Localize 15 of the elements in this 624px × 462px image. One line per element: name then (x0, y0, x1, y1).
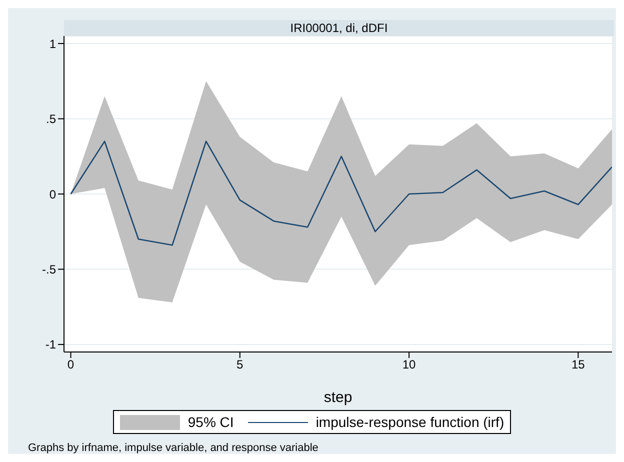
y-tick-label: .5 (46, 112, 56, 126)
x-tick-label: 5 (236, 358, 244, 372)
y-tick-label: -1 (45, 338, 56, 352)
text: Graphs by irfname, impulse variable, and response variable (28, 442, 320, 454)
x-tick-label: 10 (402, 358, 416, 372)
x-tick-label: 0 (67, 358, 74, 372)
y-tick-label: 0 (49, 187, 56, 202)
chart-title: IRI00001, di, dDFI (64, 20, 614, 36)
x-tick-label: 15 (571, 358, 586, 372)
line-series (70, 140, 612, 246)
x-axis-title: step (324, 389, 352, 406)
text: 95% CI (188, 414, 234, 430)
y-tick-label: 1 (49, 36, 56, 51)
legend-label: impulse-response function (irf) (316, 414, 504, 430)
y-tick-label: -.5 (42, 262, 56, 276)
